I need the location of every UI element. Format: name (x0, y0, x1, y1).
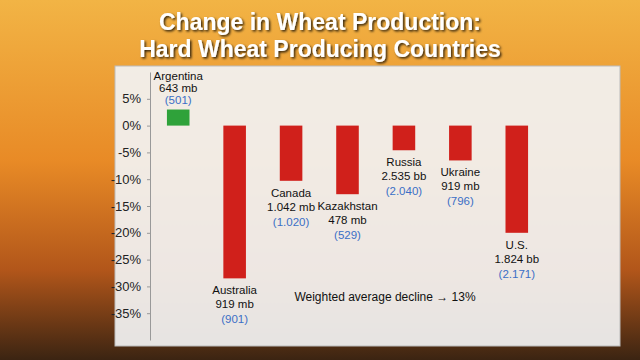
bar (280, 126, 303, 181)
background (0, 0, 640, 360)
category-label: Kazakhstan (317, 200, 377, 212)
prior-label: (2.040) (386, 185, 423, 197)
y-tick-mark (147, 233, 150, 234)
y-tick-mark (147, 313, 150, 314)
y-tick: 5% (122, 91, 150, 106)
production-label: 478 mb (328, 214, 366, 226)
bar (393, 126, 416, 151)
y-tick-label: -35% (111, 306, 142, 321)
prior-label: (901) (221, 313, 248, 325)
subtitle: Hard Wheat Producing Countries (139, 36, 501, 62)
prior-label: (501) (165, 94, 192, 106)
prior-label: (796) (447, 195, 474, 207)
y-axis: 5% 0% -5% -10% -15% -20% -25% -30% -35% (111, 73, 151, 341)
y-tick-mark (147, 126, 150, 127)
panel (115, 66, 620, 346)
production-label: 919 mb (215, 298, 253, 310)
prior-label: (2.171) (499, 268, 536, 280)
bar-labels: Argentina643 mb(501) Australia 919 mb (901)… (154, 70, 540, 326)
y-tick: -35% (111, 306, 150, 321)
y-tick-label: -5% (118, 145, 142, 160)
y-tick-label: -10% (111, 172, 142, 187)
prior-label: (1.020) (273, 216, 310, 228)
prior-label: (529) (334, 229, 361, 241)
y-tick: 0% (122, 118, 150, 133)
production-label: 2.535 bb (382, 170, 427, 182)
y-tick-mark (147, 99, 150, 100)
y-tick-mark (147, 179, 150, 180)
y-tick-label: -20% (111, 225, 142, 240)
y-tick-mark (147, 206, 150, 207)
production-label: 1.824 bb (494, 253, 539, 265)
y-tick-mark (147, 286, 150, 287)
production-label: 1.042 mb (267, 201, 315, 213)
y-tick-label: -15% (111, 199, 142, 214)
title: Change in Wheat Production: (159, 9, 481, 35)
production-label: 919 mb (441, 180, 479, 192)
category-label: Australia (212, 284, 257, 296)
annotation: Weighted average decline → 13% (294, 290, 476, 304)
y-tick-label: -30% (111, 279, 142, 294)
y-tick: -5% (118, 145, 150, 160)
y-tick-label: -25% (111, 252, 142, 267)
category-label: Canada (271, 187, 312, 199)
y-tick-mark (147, 260, 150, 261)
bar (167, 110, 190, 126)
y-tick-label: 5% (122, 91, 141, 106)
production-label: 643 mb (159, 82, 197, 94)
bar (336, 126, 359, 195)
y-tick: -25% (111, 252, 150, 267)
bar (449, 126, 472, 161)
y-tick: -20% (111, 225, 150, 240)
y-tick: -15% (111, 199, 150, 214)
bar (506, 126, 529, 233)
y-tick-label: 0% (122, 118, 141, 133)
category-label: U.S. (506, 239, 528, 251)
bar (223, 126, 246, 279)
category-label: Russia (386, 156, 422, 168)
y-tick: -10% (111, 172, 150, 187)
y-tick: -30% (111, 279, 150, 294)
category-label: Ukraine (441, 166, 481, 178)
bars (167, 110, 528, 279)
y-tick-mark (147, 152, 150, 153)
y-axis-line (150, 73, 151, 341)
category-label: Argentina (154, 70, 204, 82)
chart: Change in Wheat Production:Hard Wheat Pr… (0, 0, 640, 360)
